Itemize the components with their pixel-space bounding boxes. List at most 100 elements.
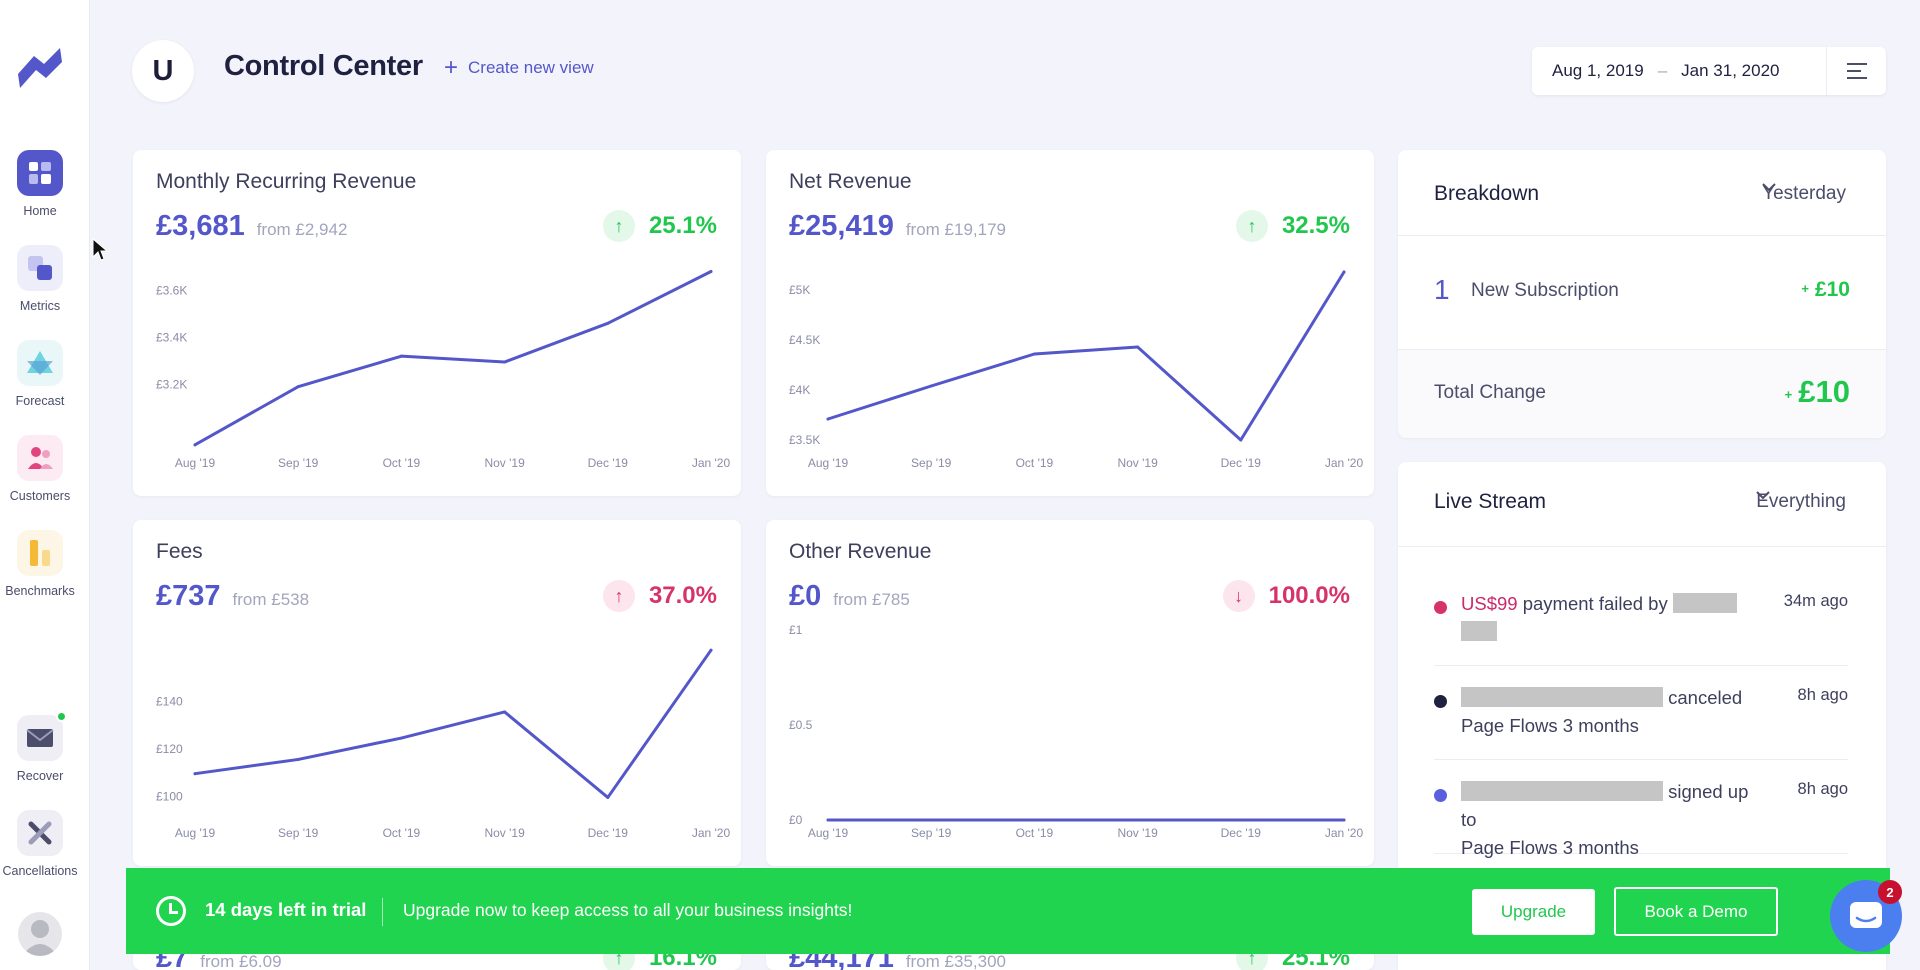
baremetrics-logo[interactable] xyxy=(14,44,66,94)
metric-card-mrr[interactable]: Monthly Recurring Revenue £3,681 from £2… xyxy=(133,150,741,496)
x-tick-label: Sep '19 xyxy=(278,826,319,840)
sidebar-item-label: Customers xyxy=(9,489,71,503)
book-demo-button[interactable]: Book a Demo xyxy=(1614,887,1778,936)
date-start[interactable]: Aug 1, 2019 xyxy=(1552,61,1644,80)
sidebar-item-customers[interactable]: Customers xyxy=(0,435,80,503)
mouse-cursor-icon xyxy=(92,238,108,261)
live-stream-header: Live Stream Everything xyxy=(1398,462,1886,547)
series-line xyxy=(826,270,1346,442)
data-point xyxy=(826,417,830,421)
create-view-button[interactable]: + Create new view xyxy=(444,56,594,80)
date-range-picker[interactable]: Aug 1, 2019 – Jan 31, 2020 xyxy=(1532,47,1886,95)
y-tick-label: £0 xyxy=(789,813,803,827)
sidebar-item-recover[interactable]: Recover xyxy=(0,711,80,783)
data-point xyxy=(399,354,403,358)
sidebar-item-cancellations[interactable]: Cancellations xyxy=(0,810,80,878)
card-title: Other Revenue xyxy=(789,540,932,563)
data-point xyxy=(606,795,610,799)
breakdown-filter-dropdown[interactable]: Yesterday xyxy=(1762,183,1846,205)
menu-icon[interactable] xyxy=(1826,47,1886,95)
change-badge: ↑ 32.5% xyxy=(1235,210,1350,242)
avatar[interactable] xyxy=(18,912,62,956)
sidebar-item-benchmarks[interactable]: Benchmarks xyxy=(0,530,80,598)
metric-card-other-revenue[interactable]: Other Revenue £0 from £785 ↓ 100.0% £0 £0… xyxy=(766,520,1374,866)
net-revenue-line-chart: £3.5K £4K £4.5K £5K Aug '19 Sep '19 Oct '19 Nov… xyxy=(789,270,1363,470)
metric-card-fees[interactable]: Fees £737 from £538 ↑ 37.0% £100 £120 £140… xyxy=(133,520,741,866)
card-value: £25,419 xyxy=(789,210,894,242)
data-point xyxy=(606,321,610,325)
x-tick-label: Sep '19 xyxy=(278,456,319,470)
metrics-icon xyxy=(17,245,63,291)
live-stream-item[interactable]: canceled Page Flows 3 months 8h ago xyxy=(1434,684,1848,760)
data-point xyxy=(503,710,507,714)
breakdown-row[interactable]: 1 New Subscription + £10 xyxy=(1398,235,1886,350)
chat-launcher-button[interactable]: 2 xyxy=(1830,880,1902,952)
sidebar-item-home[interactable]: Home xyxy=(0,150,80,218)
status-dot xyxy=(1434,695,1447,708)
sidebar-item-label: Cancellations xyxy=(2,864,78,878)
x-tick-label: Aug '19 xyxy=(808,456,849,470)
y-tick-label: £140 xyxy=(156,694,183,708)
x-tick-label: Jan '20 xyxy=(692,826,731,840)
event-time: 8h ago xyxy=(1797,780,1848,798)
x-tick-label: Oct '19 xyxy=(1016,456,1054,470)
page-title: Control Center xyxy=(224,50,423,82)
date-end[interactable]: Jan 31, 2020 xyxy=(1681,61,1780,80)
arrow-up-icon: ↑ xyxy=(1235,210,1268,242)
change-badge: ↑ 37.0% xyxy=(602,580,717,612)
x-tick-label: Nov '19 xyxy=(1117,826,1158,840)
data-point xyxy=(929,384,933,388)
card-value: £0 xyxy=(789,580,822,612)
x-tick-label: Dec '19 xyxy=(588,456,629,470)
card-from: from £538 xyxy=(232,590,310,609)
sidebar: Home Metrics Forecast C xyxy=(0,0,90,970)
card-from: from £35,300 xyxy=(905,952,1007,970)
chevron-down-icon xyxy=(1756,491,1770,500)
data-point xyxy=(929,818,933,822)
trial-days-left: 14 days left in trial xyxy=(205,899,367,920)
y-tick-label: £100 xyxy=(156,789,183,803)
event-time: 34m ago xyxy=(1783,592,1848,610)
card-title: Monthly Recurring Revenue xyxy=(156,170,417,193)
x-tick-label: Nov '19 xyxy=(1117,456,1158,470)
cancellations-icon xyxy=(17,810,63,856)
breakdown-total-row: Total Change + £10 xyxy=(1398,350,1886,438)
x-tick-label: Aug '19 xyxy=(175,826,216,840)
clock-icon xyxy=(156,896,186,926)
card-from: from £6.09 xyxy=(200,952,282,970)
sidebar-item-label: Metrics xyxy=(19,299,61,313)
total-change-label: Total Change xyxy=(1434,382,1546,403)
data-point xyxy=(1239,818,1243,822)
redacted-name xyxy=(1461,781,1663,801)
data-point xyxy=(1032,818,1036,822)
card-from: from £785 xyxy=(833,590,910,609)
sidebar-item-forecast[interactable]: Forecast xyxy=(0,340,80,408)
plan-name: Page Flows 3 months xyxy=(1461,837,1639,858)
card-from: from £19,179 xyxy=(905,220,1007,239)
event-time: 8h ago xyxy=(1797,686,1848,704)
change-badge: ↑ 25.1% xyxy=(602,210,717,242)
sidebar-item-metrics[interactable]: Metrics xyxy=(0,245,80,313)
card-value-row: £737 from £538 xyxy=(156,580,309,613)
y-tick-label: £120 xyxy=(156,742,183,756)
change-value: 100.0% xyxy=(1268,582,1350,609)
metric-card-net-revenue[interactable]: Net Revenue £25,419 from £19,179 ↑ 32.5%… xyxy=(766,150,1374,496)
data-point xyxy=(503,360,507,364)
sidebar-item-label: Recover xyxy=(16,769,64,783)
live-stream-item[interactable]: US$99 payment failed by 34m ago xyxy=(1434,590,1848,666)
other-revenue-line-chart: £0 £0.5 £1 Aug '19 Sep '19 Oct '19 Nov '19 Dec … xyxy=(789,623,1364,840)
data-point xyxy=(296,757,300,761)
x-tick-label: Jan '20 xyxy=(692,456,731,470)
redacted-name xyxy=(1461,621,1497,641)
y-tick-label: £3.4K xyxy=(156,330,187,344)
event-text: canceled xyxy=(1668,687,1743,708)
live-stream-item[interactable]: signed up to Page Flows 3 months 8h ago xyxy=(1434,778,1848,858)
account-avatar[interactable]: U xyxy=(132,40,194,102)
data-point xyxy=(826,818,830,822)
live-stream-filter-dropdown[interactable]: Everything xyxy=(1756,491,1846,513)
home-icon xyxy=(17,150,63,196)
trial-message: Upgrade now to keep access to all your b… xyxy=(403,900,853,920)
x-tick-label: Jan '20 xyxy=(1325,826,1364,840)
upgrade-button[interactable]: Upgrade xyxy=(1472,889,1595,935)
forecast-icon xyxy=(17,340,63,386)
